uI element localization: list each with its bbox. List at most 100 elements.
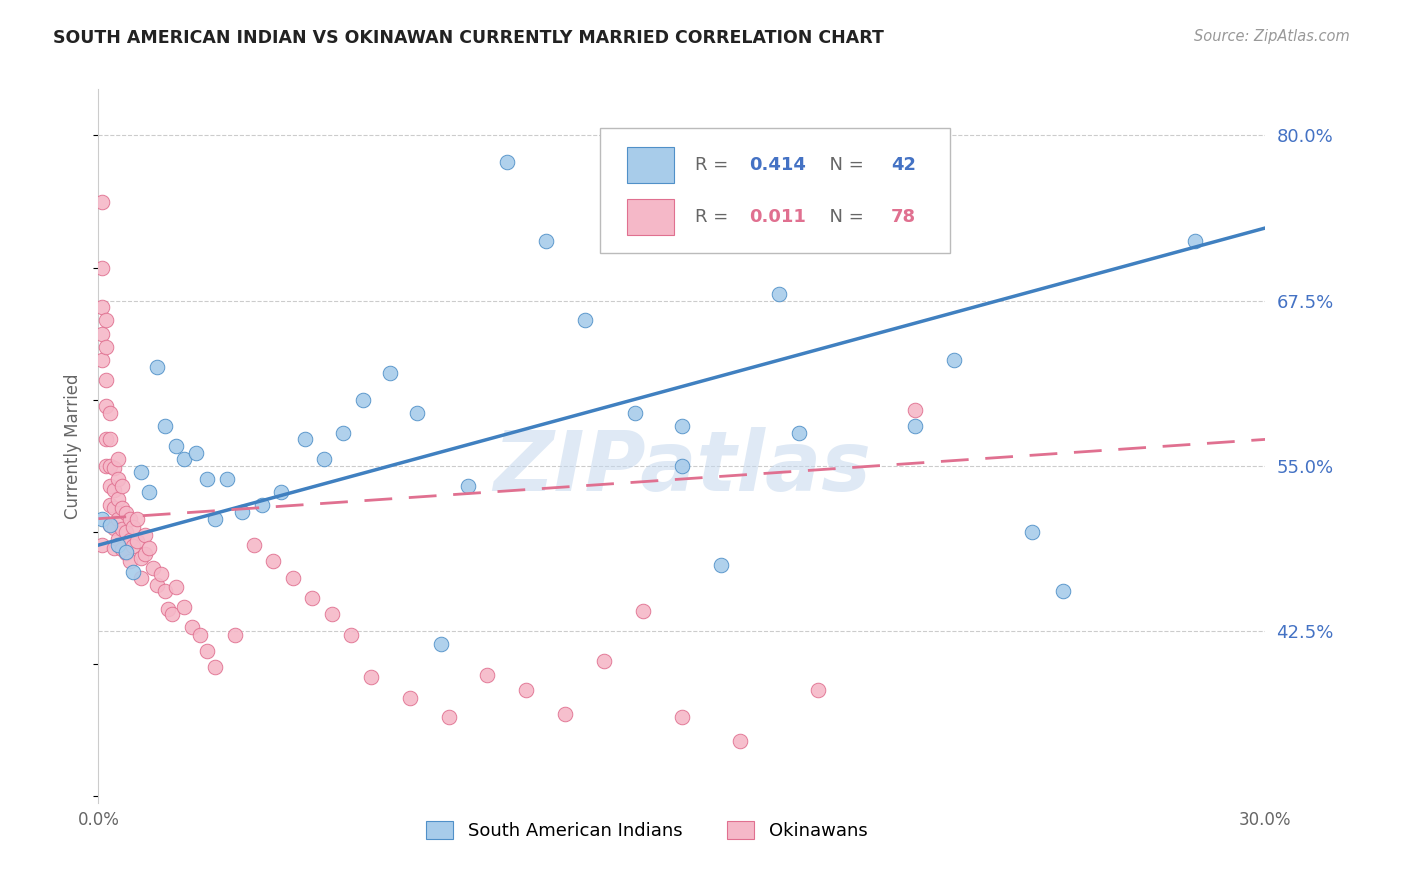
Y-axis label: Currently Married: Currently Married xyxy=(65,373,83,519)
Text: N =: N = xyxy=(818,208,870,226)
Point xyxy=(114,546,136,560)
Point xyxy=(787,425,810,440)
Point xyxy=(127,534,149,549)
Point xyxy=(107,491,129,506)
Point xyxy=(118,554,141,568)
Point xyxy=(380,367,402,381)
Point xyxy=(195,644,218,658)
Point xyxy=(111,501,134,516)
Point xyxy=(204,511,226,525)
Point xyxy=(111,522,134,536)
Point xyxy=(98,499,121,513)
Point xyxy=(943,353,966,368)
Point xyxy=(717,227,740,242)
Point xyxy=(671,419,693,434)
Point xyxy=(122,519,145,533)
Point xyxy=(188,628,211,642)
Point xyxy=(195,472,218,486)
Point xyxy=(153,584,176,599)
Point xyxy=(138,485,160,500)
Point xyxy=(153,419,176,434)
Text: 0.414: 0.414 xyxy=(749,156,807,174)
Point xyxy=(270,485,292,500)
Point xyxy=(1052,584,1074,599)
Point xyxy=(98,478,121,492)
Point xyxy=(631,604,654,618)
Point xyxy=(224,628,246,642)
Point xyxy=(129,571,152,585)
Text: R =: R = xyxy=(695,156,734,174)
Point xyxy=(710,558,733,572)
Point xyxy=(165,581,187,595)
Point xyxy=(114,545,136,559)
Text: Source: ZipAtlas.com: Source: ZipAtlas.com xyxy=(1194,29,1350,44)
FancyBboxPatch shape xyxy=(600,128,950,253)
Point xyxy=(127,511,149,525)
Point xyxy=(231,505,253,519)
FancyBboxPatch shape xyxy=(627,147,673,183)
Text: 78: 78 xyxy=(891,208,915,226)
Point xyxy=(129,466,152,480)
Point xyxy=(332,425,354,440)
Point xyxy=(96,340,118,354)
Point xyxy=(865,208,887,222)
Point xyxy=(294,433,316,447)
Point xyxy=(103,461,125,475)
Point xyxy=(98,518,121,533)
Point xyxy=(98,458,121,473)
Point xyxy=(243,538,266,552)
Point xyxy=(321,607,343,621)
Point xyxy=(96,433,118,447)
Point xyxy=(122,540,145,554)
Point xyxy=(624,406,647,420)
Point xyxy=(98,406,121,420)
Point xyxy=(107,472,129,486)
Text: R =: R = xyxy=(695,208,734,226)
Point xyxy=(215,472,238,486)
Point xyxy=(103,501,125,516)
Point xyxy=(554,707,576,722)
Text: 42: 42 xyxy=(891,156,915,174)
Point xyxy=(904,419,927,434)
Point xyxy=(111,478,134,492)
Point xyxy=(96,400,118,414)
Point xyxy=(103,541,125,555)
Point xyxy=(429,637,451,651)
Point xyxy=(107,538,129,552)
Point xyxy=(398,691,420,706)
Point xyxy=(91,353,114,368)
Point xyxy=(107,452,129,467)
Point xyxy=(138,541,160,555)
Point xyxy=(146,359,169,374)
Point xyxy=(173,600,195,615)
Point xyxy=(180,620,202,634)
Point xyxy=(149,567,172,582)
Legend: South American Indians, Okinawans: South American Indians, Okinawans xyxy=(419,814,875,847)
Point xyxy=(146,578,169,592)
Point xyxy=(98,433,121,447)
Point xyxy=(477,667,499,681)
Point xyxy=(91,260,114,275)
Point xyxy=(496,154,519,169)
Point xyxy=(437,710,460,724)
Text: SOUTH AMERICAN INDIAN VS OKINAWAN CURRENTLY MARRIED CORRELATION CHART: SOUTH AMERICAN INDIAN VS OKINAWAN CURREN… xyxy=(53,29,884,46)
Point xyxy=(184,445,207,459)
Point xyxy=(173,452,195,467)
Text: 0.011: 0.011 xyxy=(749,208,807,226)
Point xyxy=(98,518,121,533)
Point xyxy=(157,601,180,615)
Point xyxy=(114,507,136,521)
Point xyxy=(134,547,156,561)
Point xyxy=(129,551,152,566)
Point xyxy=(1021,524,1043,539)
Point xyxy=(118,511,141,525)
Point xyxy=(142,560,165,574)
Point xyxy=(91,194,114,209)
Point xyxy=(122,565,145,579)
Point xyxy=(118,533,141,547)
Text: N =: N = xyxy=(818,156,870,174)
Point xyxy=(904,403,927,417)
Point xyxy=(807,683,830,698)
Point xyxy=(574,313,596,327)
Point xyxy=(107,532,129,546)
